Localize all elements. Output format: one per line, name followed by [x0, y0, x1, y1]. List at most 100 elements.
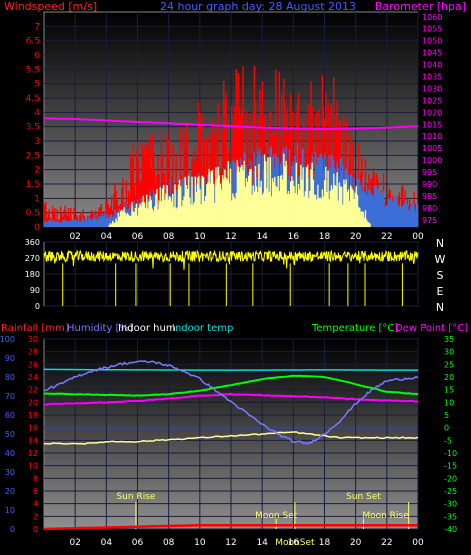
gust-bar	[280, 93, 283, 227]
hour-tick: 20	[350, 232, 362, 242]
avg-bar	[411, 205, 413, 227]
base-bar	[140, 205, 142, 227]
avg-bar	[386, 205, 388, 227]
base-bar	[201, 175, 203, 227]
avg-bar	[402, 205, 404, 227]
avg-bar	[100, 216, 103, 227]
gust-bar	[80, 211, 82, 227]
gust-bar	[202, 115, 205, 227]
avg-bar	[398, 206, 401, 227]
hour-tick: 12	[225, 232, 236, 242]
avg-bar	[390, 196, 393, 227]
hour-tick: 20	[350, 538, 362, 548]
avg-bar	[412, 201, 414, 227]
avg-bar	[396, 197, 398, 227]
avg-bar	[110, 213, 113, 227]
avg-bar	[190, 176, 192, 227]
base-bar	[319, 197, 321, 227]
avg-bar	[415, 208, 418, 227]
avg-bar	[257, 151, 259, 227]
avg-bar	[270, 146, 273, 227]
base-bar	[237, 166, 240, 227]
base-bar	[182, 200, 184, 227]
humidity-line	[43, 360, 419, 446]
base-bar	[227, 161, 230, 227]
base-bar	[241, 165, 243, 227]
avg-bar	[75, 219, 78, 227]
event-label: MoonSet	[275, 538, 315, 548]
base-bar	[200, 204, 202, 227]
base-bar	[168, 196, 171, 227]
hour-tick: 00	[412, 538, 424, 548]
base-bar	[109, 223, 112, 227]
rainfall-tick: 14	[28, 436, 38, 445]
avg-bar	[136, 199, 139, 227]
base-bar	[272, 181, 275, 227]
rainfall-tick: 2	[33, 512, 38, 521]
gust-bar	[132, 144, 134, 227]
base-bar	[223, 179, 225, 227]
base-bar	[220, 189, 223, 227]
avg-bar	[44, 222, 46, 227]
base-bar	[240, 167, 242, 227]
base-bar	[313, 194, 316, 227]
base-bar	[302, 167, 304, 227]
avg-bar	[49, 219, 52, 227]
gust-bar	[231, 105, 233, 227]
base-bar	[258, 163, 260, 227]
windspeed-tick: 6.5	[26, 37, 40, 47]
base-bar	[151, 208, 154, 227]
avg-bar	[200, 177, 202, 227]
barometer-tick: 1005	[422, 144, 442, 153]
avg-bar	[68, 222, 71, 227]
avg-bar	[405, 200, 407, 227]
base-bar	[311, 162, 313, 227]
gust-bar	[335, 113, 337, 227]
base-bar	[176, 207, 179, 227]
base-bar	[118, 216, 121, 227]
base-bar	[253, 191, 256, 227]
windspeed-tick: 0.5	[26, 209, 40, 219]
base-bar	[286, 193, 288, 227]
base-bar	[159, 187, 162, 227]
gust-bar	[401, 185, 403, 227]
base-bar	[336, 172, 338, 227]
base-bar	[305, 167, 308, 227]
base-bar	[243, 160, 245, 227]
avg-bar	[382, 191, 385, 227]
gust-bar	[59, 206, 62, 227]
avg-bar	[79, 221, 81, 227]
base-bar	[346, 191, 349, 227]
base-bar	[147, 208, 149, 227]
base-bar	[339, 186, 342, 227]
base-bar	[143, 202, 146, 227]
base-bar	[190, 204, 192, 227]
humidity-tick: 50	[5, 430, 15, 439]
avg-bar	[394, 195, 396, 227]
base-bar	[218, 175, 220, 227]
base-bar	[216, 178, 218, 227]
rainfall-tick: 12	[28, 449, 38, 458]
compass-label: S	[437, 269, 444, 282]
avg-bar	[410, 205, 412, 227]
base-bar	[165, 193, 167, 227]
gust-bar	[138, 161, 140, 227]
gust-bar	[70, 208, 72, 227]
avg-bar	[371, 194, 373, 227]
base-bar	[174, 184, 176, 227]
gust-bar	[252, 112, 254, 227]
avg-bar	[387, 197, 389, 227]
base-bar	[327, 170, 329, 227]
avg-bar	[413, 204, 415, 227]
chart-title: 24 hour graph day: 28 August 2013	[160, 0, 356, 13]
avg-bar	[76, 221, 79, 227]
base-bar	[153, 206, 156, 227]
avg-bar	[70, 220, 72, 227]
gust-bar	[152, 150, 155, 227]
avg-bar	[48, 220, 50, 227]
avg-bar	[65, 221, 67, 227]
base-bar	[211, 170, 214, 227]
base-bar	[161, 188, 164, 227]
base-bar	[252, 185, 254, 227]
gust-bar	[289, 93, 292, 227]
